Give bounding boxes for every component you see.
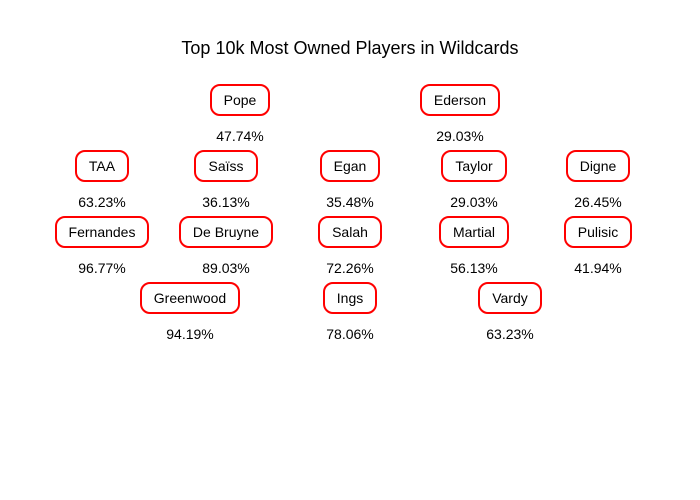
player-pct: 26.45% — [574, 194, 621, 210]
formation-container: Pope 47.74% Ederson 29.03% TAA 63.23% Saïss 36.… — [0, 84, 700, 348]
player-group: Vardy 63.23% — [450, 282, 570, 342]
player-card: Ederson — [420, 84, 500, 116]
formation-row: TAA 63.23% Saïss 36.13% Egan 35.48% Taylor 29.0… — [0, 150, 700, 210]
player-group: TAA 63.23% — [52, 150, 152, 210]
formation-row: Fernandes 96.77% De Bruyne 89.03% Salah 72.26… — [0, 216, 700, 276]
player-group: Ederson 29.03% — [410, 84, 510, 144]
player-group: De Bruyne 89.03% — [176, 216, 276, 276]
player-card: Vardy — [478, 282, 542, 314]
player-card: De Bruyne — [179, 216, 273, 248]
player-card: Salah — [318, 216, 382, 248]
player-pct: 29.03% — [436, 128, 483, 144]
player-group: Ings 78.06% — [290, 282, 410, 342]
player-card: Saïss — [194, 150, 257, 182]
player-group: Fernandes 96.77% — [52, 216, 152, 276]
player-pct: 78.06% — [326, 326, 373, 342]
player-pct: 41.94% — [574, 260, 621, 276]
player-group: Martial 56.13% — [424, 216, 524, 276]
player-card: Digne — [566, 150, 631, 182]
player-card: Ings — [323, 282, 377, 314]
player-card: Taylor — [441, 150, 506, 182]
player-card: Egan — [320, 150, 381, 182]
player-card: Greenwood — [140, 282, 240, 314]
player-group: Salah 72.26% — [300, 216, 400, 276]
player-group: Greenwood 94.19% — [130, 282, 250, 342]
player-group: Egan 35.48% — [300, 150, 400, 210]
player-pct: 63.23% — [486, 326, 533, 342]
formation-row: Greenwood 94.19% Ings 78.06% Vardy 63.23% — [0, 282, 700, 342]
player-card: TAA — [75, 150, 129, 182]
player-card: Fernandes — [55, 216, 150, 248]
player-pct: 29.03% — [450, 194, 497, 210]
player-group: Pope 47.74% — [190, 84, 290, 144]
player-pct: 63.23% — [78, 194, 125, 210]
player-card: Pulisic — [564, 216, 632, 248]
player-group: Digne 26.45% — [548, 150, 648, 210]
player-pct: 36.13% — [202, 194, 249, 210]
player-pct: 35.48% — [326, 194, 373, 210]
player-pct: 72.26% — [326, 260, 373, 276]
chart-title: Top 10k Most Owned Players in Wildcards — [0, 38, 700, 59]
player-pct: 47.74% — [216, 128, 263, 144]
player-pct: 89.03% — [202, 260, 249, 276]
player-card: Martial — [439, 216, 509, 248]
player-pct: 56.13% — [450, 260, 497, 276]
player-group: Pulisic 41.94% — [548, 216, 648, 276]
player-pct: 96.77% — [78, 260, 125, 276]
player-pct: 94.19% — [166, 326, 213, 342]
formation-row: Pope 47.74% Ederson 29.03% — [0, 84, 700, 144]
player-card: Pope — [210, 84, 271, 116]
player-group: Taylor 29.03% — [424, 150, 524, 210]
player-group: Saïss 36.13% — [176, 150, 276, 210]
